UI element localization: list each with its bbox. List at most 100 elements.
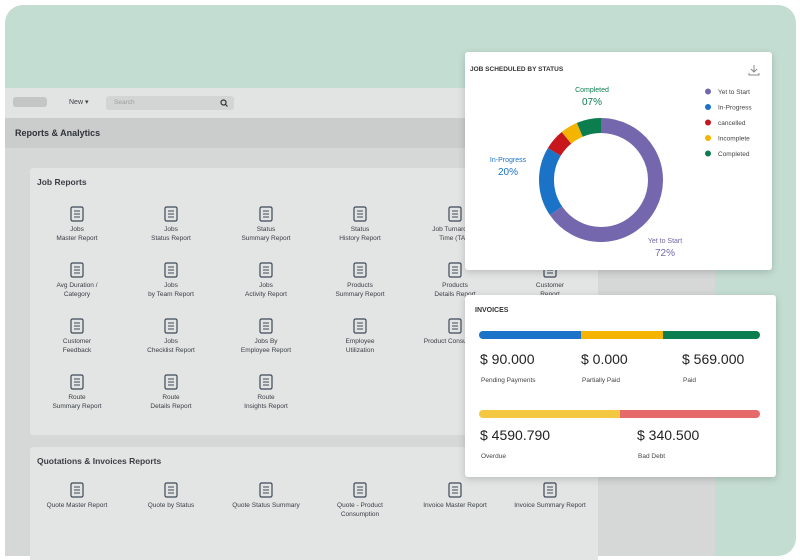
report-item[interactable]: Jobs Activity Report bbox=[218, 261, 314, 299]
invoice-label: Bad Debt bbox=[638, 453, 666, 460]
report-item[interactable]: Quote Status Summary bbox=[218, 481, 314, 511]
legend-label: Completed bbox=[718, 151, 750, 158]
report-label: Feedback bbox=[62, 346, 92, 354]
invoice-amount: $ 90.000 bbox=[480, 351, 535, 367]
segment-name: Yet to Start bbox=[648, 238, 682, 245]
report-label: Jobs bbox=[164, 338, 178, 345]
bar-segment bbox=[479, 410, 620, 418]
icon-shape bbox=[353, 318, 367, 334]
report-item[interactable]: Customer Feedback bbox=[29, 317, 125, 355]
report-label: Products bbox=[347, 282, 373, 289]
donut-segment bbox=[549, 118, 663, 242]
legend-label: Yet to Start bbox=[718, 89, 750, 96]
report-item[interactable]: Quote Master Report bbox=[29, 481, 125, 511]
icon-shape bbox=[164, 482, 178, 498]
segment-name: Completed bbox=[575, 87, 609, 94]
report-item[interactable]: Job Turnaround Time (TAT) bbox=[407, 205, 503, 243]
icon-shape bbox=[353, 482, 367, 498]
segment-name: In-Progress bbox=[490, 157, 527, 164]
icon-shape bbox=[353, 262, 367, 278]
legend-swatch bbox=[705, 150, 711, 157]
report-label: Employee bbox=[345, 338, 375, 345]
report-icon bbox=[259, 482, 273, 498]
search-icon bbox=[220, 99, 228, 107]
report-icon bbox=[353, 262, 367, 278]
icon-shape bbox=[448, 482, 462, 498]
legend-swatch bbox=[705, 135, 711, 141]
icon-shape bbox=[70, 482, 84, 498]
report-icon bbox=[70, 262, 84, 278]
section-title: Quotations & Invoices Reports bbox=[37, 456, 162, 466]
report-label: Jobs bbox=[70, 226, 84, 233]
new-menu[interactable]: New ▾ bbox=[69, 99, 89, 106]
report-icon bbox=[448, 482, 462, 498]
report-icon bbox=[259, 206, 273, 222]
report-label: Products bbox=[442, 282, 468, 289]
report-item[interactable]: Invoice Summary Report bbox=[502, 481, 598, 511]
report-icon bbox=[70, 482, 84, 498]
report-label: Summary Report bbox=[52, 402, 102, 410]
report-item[interactable]: Quote - Product Consumption bbox=[312, 481, 408, 519]
report-item[interactable]: Jobs By Employee Report bbox=[218, 317, 314, 355]
due-bar bbox=[479, 410, 760, 418]
chart-card: JOB SCHEDULED BY STATUS Yet to Start 72% I… bbox=[465, 52, 772, 270]
report-item[interactable]: Products Details Report bbox=[407, 261, 503, 299]
invoice-amount: $ 0.000 bbox=[581, 351, 628, 367]
report-item[interactable]: Route Details Report bbox=[123, 373, 219, 411]
invoice-label: Overdue bbox=[481, 453, 506, 460]
report-label: Activity Report bbox=[245, 290, 287, 298]
report-item[interactable]: Jobs Checklist Report bbox=[123, 317, 219, 355]
icon-shape bbox=[448, 318, 462, 334]
report-label: Jobs bbox=[164, 226, 178, 233]
logo bbox=[13, 97, 47, 107]
invoice-label: Pending Payments bbox=[481, 377, 536, 384]
report-label: Consumption bbox=[340, 510, 380, 518]
report-item[interactable]: Avg Duration / Category bbox=[29, 261, 125, 299]
report-item[interactable]: Route Insights Report bbox=[218, 373, 314, 411]
report-label: Employee Report bbox=[240, 346, 292, 354]
report-item[interactable]: Quote by Status bbox=[123, 481, 219, 511]
segment-value: 20% bbox=[498, 167, 518, 178]
report-item[interactable]: Status History Report bbox=[312, 205, 408, 243]
report-icon bbox=[543, 482, 557, 498]
icon-shape bbox=[448, 262, 462, 278]
report-icon bbox=[259, 318, 273, 334]
invoice-label: Partially Paid bbox=[582, 377, 620, 384]
legend-swatch bbox=[705, 119, 711, 126]
report-item[interactable]: Status Summary Report bbox=[218, 205, 314, 243]
report-icon bbox=[259, 262, 273, 278]
report-item[interactable]: Jobs Master Report bbox=[29, 205, 125, 243]
report-label: Insights Report bbox=[244, 402, 288, 410]
search-box[interactable]: Search bbox=[106, 96, 234, 110]
report-icon bbox=[70, 206, 84, 222]
report-item[interactable]: Route Summary Report bbox=[29, 373, 125, 411]
report-icon bbox=[164, 206, 178, 222]
report-item[interactable]: Jobs Status Report bbox=[123, 205, 219, 243]
icon-shape bbox=[353, 206, 367, 222]
report-item[interactable]: Employee Utilization bbox=[312, 317, 408, 355]
invoices-card: INVOICES $ 90.000 Pending Payments $ 0.000… bbox=[465, 295, 776, 477]
report-icon bbox=[448, 206, 462, 222]
donut-segment bbox=[576, 118, 602, 137]
icon-shape bbox=[70, 374, 84, 390]
report-item[interactable]: Jobs by Team Report bbox=[123, 261, 219, 299]
report-label: Avg Duration / bbox=[56, 282, 98, 289]
report-label: Details Report bbox=[150, 402, 192, 410]
section-title: Job Reports bbox=[37, 177, 87, 187]
report-label: Customer bbox=[535, 282, 565, 289]
report-label: Status bbox=[256, 226, 276, 233]
icon-shape bbox=[70, 262, 84, 278]
report-label: Category bbox=[63, 290, 91, 298]
report-label: Time (TAT) bbox=[439, 234, 471, 242]
report-item[interactable]: Product Consumption bbox=[407, 317, 503, 347]
download-icon[interactable] bbox=[748, 64, 760, 76]
report-item[interactable]: Invoice Master Report bbox=[407, 481, 503, 511]
new-menu-label: New bbox=[69, 99, 84, 106]
icon-shape bbox=[164, 262, 178, 278]
legend-swatch bbox=[705, 104, 711, 110]
icon-shape bbox=[259, 374, 273, 390]
report-item[interactable]: Products Summary Report bbox=[312, 261, 408, 299]
report-label: Product Consumption bbox=[423, 338, 487, 345]
